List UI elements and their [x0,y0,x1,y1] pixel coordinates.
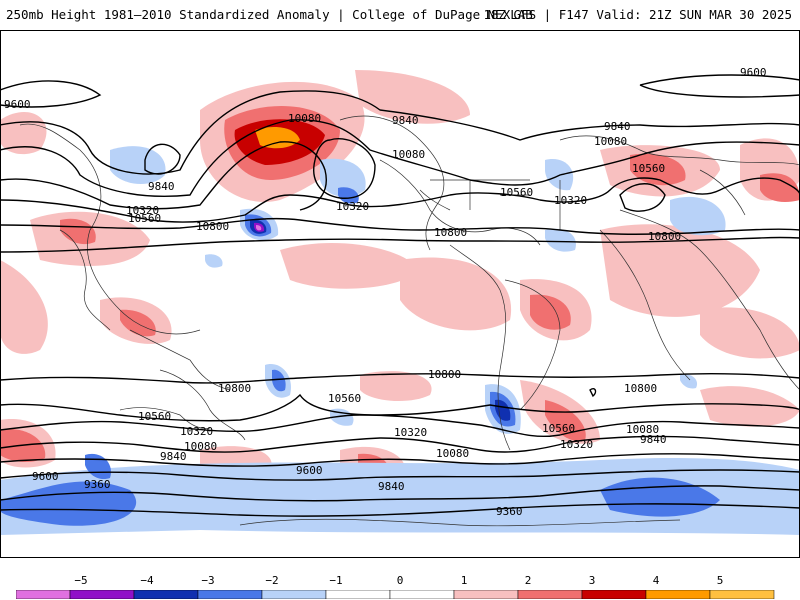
colorbar-tick: 1 [460,574,468,587]
contour-label: 10320 [560,438,593,451]
header-bar: 250mb Height 1981–2010 Standardized Anom… [0,0,800,30]
colorbar-segment [645,590,711,599]
contour-label: 10560 [632,162,665,175]
contour-label: 10320 [180,425,213,438]
colorbar-tick: 3 [588,574,596,587]
contour-label: 9600 [740,66,767,79]
colorbar-segment [69,590,135,599]
colorbar-segment [133,590,199,599]
colorbar-tick: −3 [201,574,215,587]
colorbar-tick: 0 [396,574,404,587]
negative-anomaly-shading [0,146,800,558]
contour-label: 10800 [218,382,251,395]
contour-label: 9840 [160,450,187,463]
coastlines [19,115,800,527]
contour-label: 9600 [32,470,59,483]
contour-label: 9840 [148,180,175,193]
colorbar-tick: −2 [265,574,279,587]
colorbar-strip [16,590,775,599]
contour-label: 10320 [336,200,369,213]
contour-label: 10080 [288,112,321,125]
contour-label: 10800 [648,230,681,243]
contour-label: 10800 [624,382,657,395]
colorbar-tick: −5 [74,574,88,587]
weather-map: 9600 9600 10080 9840 9840 10080 10080 10… [0,30,800,558]
contour-label: 10560 [500,186,533,199]
contour-label: 10080 [594,135,627,148]
colorbar-tick: 5 [716,574,724,587]
colorbar-segment [325,590,391,599]
contour-label: 9360 [84,478,111,491]
colorbar-tick: 2 [524,574,532,587]
map-title: 250mb Height 1981–2010 Standardized Anom… [6,7,533,22]
contour-label: 10080 [184,440,217,453]
colorbar-segment [453,590,519,599]
contour-label: 10080 [626,423,659,436]
colorbar-segment [261,590,327,599]
colorbar-segment [389,590,455,599]
colorbar-segment [709,590,775,599]
contour-label: 10800 [196,220,229,233]
colorbar-segment [517,590,583,599]
contour-label: 10560 [138,410,171,423]
contour-label: 10800 [428,368,461,381]
contour-label: 9360 [496,505,523,518]
positive-anomaly-shading [0,70,800,481]
contour-label: 9840 [640,433,667,446]
colorbar-segment [197,590,263,599]
contour-label: 9600 [4,98,31,111]
contour-label: 10320 [394,426,427,439]
contour-label: 10320 [554,194,587,207]
contour-label: 10080 [392,148,425,161]
colorbar-segment [581,590,647,599]
contour-labels: 9600 9600 10080 9840 9840 10080 10080 10… [4,66,767,518]
contour-label: 9840 [392,114,419,127]
colorbar-segment [16,590,71,599]
model-run-info: 18Z GFS | F147 Valid: 21Z SUN MAR 30 202… [483,7,792,22]
colorbar-tick: −1 [329,574,343,587]
contour-label: 9840 [604,120,631,133]
contour-label: 10080 [436,447,469,460]
contour-label: 10560 [328,392,361,405]
colorbar: −5 −4 −3 −2 −1 0 1 2 3 4 5 [0,568,800,600]
contour-label: 10320 [126,204,159,217]
colorbar-tick: −4 [140,574,154,587]
contour-label: 10800 [434,226,467,239]
contour-label: 10560 [542,422,575,435]
colorbar-tick: 4 [652,574,660,587]
contour-label: 10560 [128,212,161,225]
height-contours [0,74,800,517]
contour-label: 9600 [296,464,323,477]
contour-label: 9840 [378,480,405,493]
